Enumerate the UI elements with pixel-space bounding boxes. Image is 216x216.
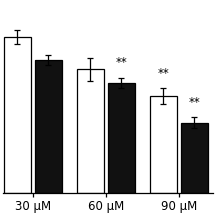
Bar (77, 70, 104, 193)
Text: **: ** (188, 96, 200, 109)
Bar (108, 83, 135, 193)
Bar (4, 37, 31, 193)
Text: **: ** (115, 56, 127, 70)
Bar (35, 60, 62, 193)
Text: **: ** (157, 67, 169, 79)
Bar (150, 96, 177, 193)
Bar (181, 123, 208, 193)
